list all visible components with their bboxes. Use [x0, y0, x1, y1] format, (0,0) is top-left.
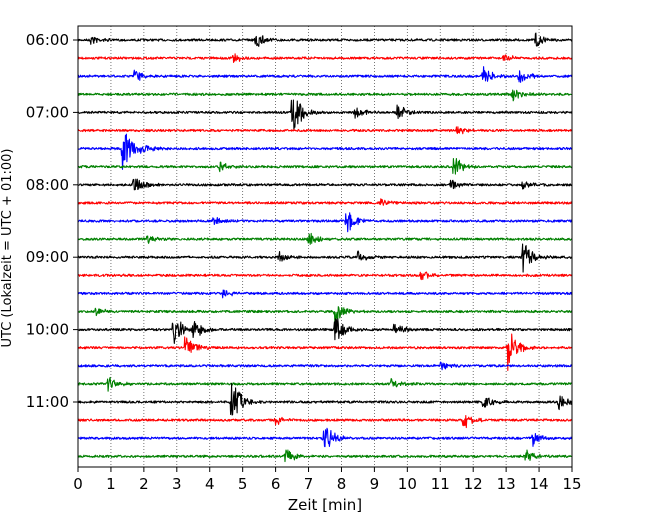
trace-0745 — [77, 157, 573, 175]
trace-1130 — [77, 427, 573, 448]
x-tick-label: 9 — [370, 475, 380, 493]
x-tick-label: 4 — [205, 475, 215, 493]
x-tick-label: 7 — [304, 475, 314, 493]
trace-0930 — [77, 289, 573, 299]
trace-1000 — [77, 318, 573, 344]
x-tick-label: 2 — [139, 475, 149, 493]
trace-0645 — [77, 89, 573, 102]
x-tick-label: 10 — [398, 475, 417, 493]
x-tick-label: 6 — [271, 475, 281, 493]
trace-0830 — [77, 212, 573, 233]
trace-0630 — [77, 66, 573, 83]
trace-0800 — [77, 178, 573, 191]
y-axis-label: UTC (Lokalzeit = UTC + 01:00) — [0, 149, 15, 348]
trace-1145 — [77, 449, 573, 463]
trace-0845 — [77, 232, 573, 245]
x-tick-label: 15 — [562, 475, 581, 493]
trace-1100 — [77, 383, 573, 416]
y-tick-label: 06:00 — [26, 31, 69, 49]
trace-1045 — [77, 376, 573, 392]
trace-0945 — [77, 306, 573, 324]
trace-0715 — [77, 126, 573, 135]
y-tick-label: 10:00 — [26, 321, 69, 339]
x-tick-label: 12 — [464, 475, 483, 493]
trace-0600 — [77, 32, 573, 47]
trace-1015 — [77, 333, 573, 372]
trace-0730 — [77, 133, 573, 170]
x-tick-label: 3 — [172, 475, 182, 493]
trace-0700 — [77, 99, 573, 131]
trace-0815 — [77, 198, 573, 206]
trace-1115 — [77, 414, 573, 429]
x-tick-label: 0 — [73, 475, 83, 493]
x-axis-label: Zeit [min] — [288, 496, 362, 514]
y-tick-label: 09:00 — [26, 248, 69, 266]
y-tick-label: 07:00 — [26, 103, 69, 121]
x-tick-label: 5 — [238, 475, 248, 493]
y-tick-label: 11:00 — [26, 393, 69, 411]
x-tick-label: 8 — [337, 475, 347, 493]
x-tick-label: 14 — [530, 475, 549, 493]
plot-frame — [77, 25, 573, 468]
y-tick-label: 08:00 — [26, 176, 69, 194]
trace-0900 — [77, 243, 573, 273]
trace-0615 — [77, 53, 573, 63]
trace-0915 — [77, 271, 573, 281]
trace-1030 — [77, 361, 573, 371]
x-tick-label: 1 — [106, 475, 116, 493]
x-tick-label: 11 — [431, 475, 450, 493]
x-tick-label: 13 — [497, 475, 516, 493]
